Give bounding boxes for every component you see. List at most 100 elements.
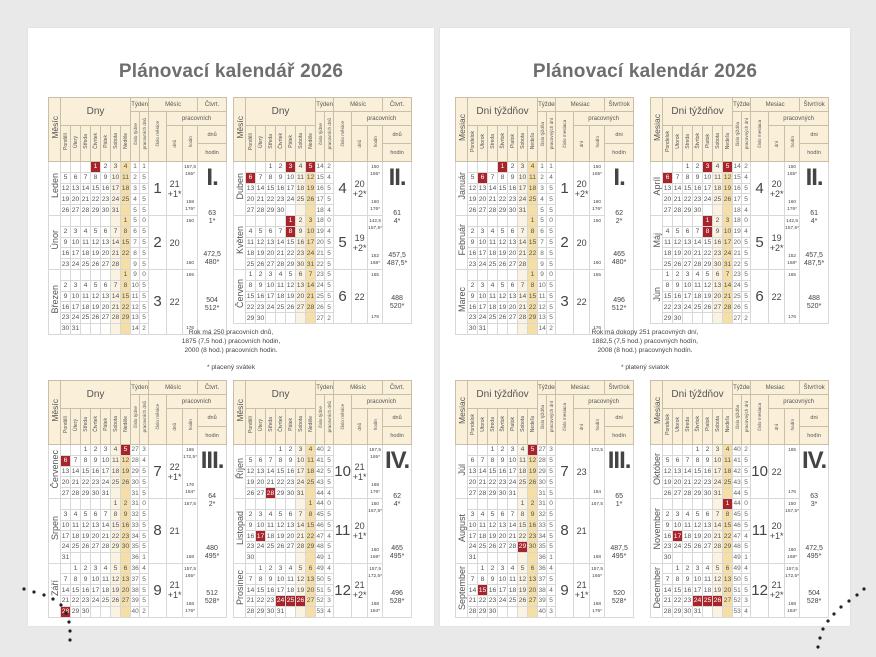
day-cell: 22 — [517, 530, 528, 543]
day-cell — [60, 269, 71, 281]
quarter-roman-numeral: IV. — [385, 447, 410, 474]
quarter-h8: 512 528* — [199, 590, 226, 606]
day-cell: 14 — [265, 465, 276, 478]
weekday-header-text: Pátek — [287, 134, 294, 148]
day-cell: 29 — [255, 605, 266, 618]
day-cell — [110, 605, 121, 618]
day-cell: 29 — [119, 312, 132, 324]
week-number: 45 — [315, 508, 326, 521]
day-cell: 29 — [285, 258, 296, 270]
day-cell: 18 — [662, 247, 673, 260]
day-cell: 22 — [487, 476, 498, 489]
month-working-hours: 172,5 184 — [589, 444, 606, 499]
week-row: Červen 1 2 3 4 5 6 7 23 5 6 22 165 176 — [233, 269, 412, 324]
week-workdays: 5 — [139, 476, 150, 489]
week-number: 3 — [130, 182, 141, 195]
week-number: 29 — [537, 465, 548, 478]
week-row: 7 8 9 10 11 12 13 50 5 — [651, 573, 829, 586]
footnote: * placený svátek — [206, 364, 255, 371]
day-cell — [304, 605, 317, 618]
day-cell — [255, 161, 266, 173]
weekday-header-text: Pátek — [102, 134, 109, 148]
month-days-paid-holidays: +2* — [769, 188, 784, 199]
day-cell: 22 — [672, 594, 683, 607]
month-days-header-text: dní — [774, 141, 780, 148]
day-cell: 20 — [100, 247, 111, 260]
day-cell — [507, 269, 518, 281]
day-cell: 30 — [526, 541, 539, 553]
weekday-header: Neděle — [304, 125, 317, 162]
day-cell: 1 — [487, 444, 498, 456]
day-cell: 24 — [517, 193, 528, 206]
month-working-days: 22 — [351, 269, 369, 324]
month-hours-box: 150 165* 160 176* — [591, 163, 604, 215]
weekday-header: Pátek — [285, 125, 296, 162]
day-cell: 30 — [275, 204, 286, 216]
week-workdays-header: pracovných dní — [546, 111, 557, 162]
day-cell: 23 — [507, 193, 518, 206]
month-days-header: dnů — [166, 408, 184, 445]
quarter-roman-numeral: III. — [200, 447, 225, 474]
weekday-header: Čtvrtek — [275, 408, 286, 445]
day-cell — [467, 161, 478, 173]
days-header: Dni týždňov — [466, 380, 539, 409]
week-number: 51 — [732, 584, 743, 596]
hours-7-5: 142,5 157,5* — [369, 218, 382, 232]
month-hours-header-text: hodin — [372, 136, 378, 148]
day-cell — [526, 258, 539, 270]
day-cell: 11 — [265, 519, 276, 532]
week-number: 27 — [537, 444, 548, 456]
day-cell: 30 — [682, 605, 693, 618]
day-cell — [60, 498, 71, 510]
week-row: Srpen 1 2 31 0 8 21 157,5 168 — [48, 498, 227, 564]
week-header: Týden — [130, 97, 150, 112]
quarter-paid-value: 3* — [810, 500, 818, 508]
month-hours-box: 165 172,5* 176 184* — [183, 446, 198, 498]
week-workdays-header: pracovných dní — [546, 394, 557, 445]
day-cell: 2 — [245, 508, 256, 521]
week-number-header: číslo týždňa — [537, 394, 548, 445]
day-cell: 4 — [487, 225, 498, 238]
month-hours-box: 142,5 157,5* 152 168* — [786, 217, 799, 269]
day-cell: 15 — [110, 519, 121, 532]
month-name: September — [455, 562, 468, 618]
day-cell: 28 — [110, 312, 121, 324]
hours-7-5-paid: 172,5* — [183, 455, 198, 460]
day-cell: 29 — [265, 204, 276, 216]
month-days-value: 22 — [169, 461, 180, 472]
day-cell: 9 — [682, 573, 693, 586]
hours-8: 184 — [591, 489, 604, 496]
day-cell: 17 — [507, 465, 518, 478]
day-cell: 6 — [702, 508, 713, 521]
week-number-header: číslo týdne — [315, 111, 326, 162]
month-days-value: 22 — [576, 296, 587, 307]
month-number: 4 — [333, 161, 353, 216]
day-cell: 3 — [712, 444, 723, 456]
week-workdays: 5 — [741, 258, 752, 270]
week-row: 18 19 20 21 22 23 24 21 5 — [234, 247, 412, 260]
week-workdays: 4 — [324, 204, 335, 216]
day-cell: 17 — [100, 465, 111, 478]
day-cell: 9 — [285, 454, 296, 467]
month-days-paid-holidays: +2* — [352, 242, 367, 253]
day-cell: 9 — [702, 454, 713, 467]
week-workdays-header: pracovních dnů — [324, 394, 335, 445]
week-workdays: 1 — [324, 551, 335, 564]
week-header: Týždeň — [537, 380, 557, 395]
day-cell: 14 — [507, 519, 518, 532]
day-cell: 29 — [721, 541, 734, 553]
day-cell: 8 — [304, 508, 317, 521]
day-cell — [265, 551, 276, 564]
day-cell: 3 — [692, 562, 703, 575]
day-cell: 9 — [487, 573, 498, 586]
day-cell: 15 — [526, 236, 539, 249]
month-days-header: dnů — [166, 125, 184, 162]
week-workdays: 5 — [324, 269, 335, 281]
day-cell: 2 — [90, 444, 101, 456]
month-days-paid-holidays: +1* — [167, 471, 182, 482]
week-number: 40 — [732, 444, 743, 456]
week-number: 34 — [130, 530, 141, 543]
day-cell: 27 — [295, 301, 306, 314]
holiday-day-cell: 15 — [477, 584, 488, 596]
month-hours-header: hodin — [367, 125, 384, 162]
